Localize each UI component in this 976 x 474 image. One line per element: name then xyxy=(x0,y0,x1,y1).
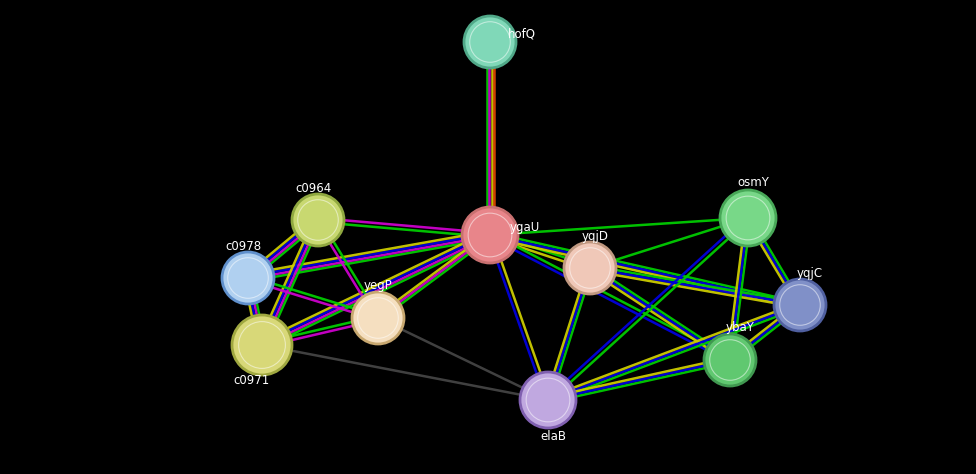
Circle shape xyxy=(232,315,292,375)
Circle shape xyxy=(704,334,756,386)
Circle shape xyxy=(520,372,576,428)
Text: c0971: c0971 xyxy=(234,374,270,388)
Text: ybaY: ybaY xyxy=(725,321,754,335)
Circle shape xyxy=(720,190,776,246)
Circle shape xyxy=(222,252,274,304)
Text: c0978: c0978 xyxy=(224,239,261,253)
Circle shape xyxy=(564,242,616,294)
Text: c0964: c0964 xyxy=(295,182,331,194)
Circle shape xyxy=(462,207,518,263)
Text: elaB: elaB xyxy=(540,429,566,443)
Circle shape xyxy=(292,194,344,246)
Circle shape xyxy=(774,279,826,331)
Text: yqjC: yqjC xyxy=(797,266,823,280)
Circle shape xyxy=(352,292,404,344)
Text: osmY: osmY xyxy=(737,175,769,189)
Text: hofQ: hofQ xyxy=(508,27,536,40)
Text: yegP: yegP xyxy=(364,280,392,292)
Text: ygaU: ygaU xyxy=(509,220,540,234)
Text: yqjD: yqjD xyxy=(582,229,608,243)
Circle shape xyxy=(464,16,516,68)
